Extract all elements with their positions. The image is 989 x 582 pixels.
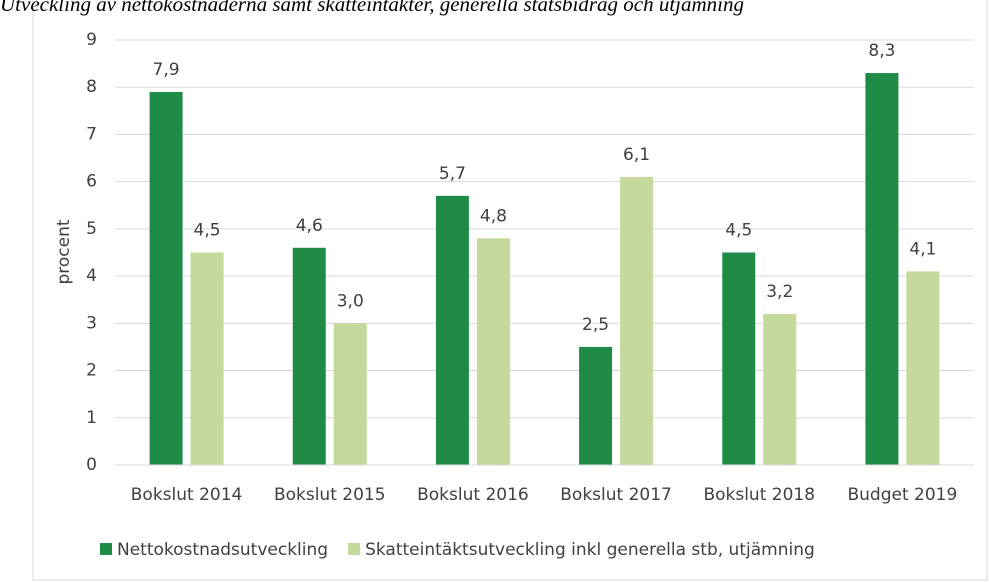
y-tick-label: 0 [86,455,97,475]
value-label: 3,2 [766,282,793,302]
bar [906,271,940,465]
y-tick-label: 4 [86,266,97,286]
y-tick-label: 7 [86,124,97,144]
x-tick-label: Bokslut 2018 [703,485,815,505]
x-tick-label: Bokslut 2016 [417,485,529,505]
bar [476,238,510,465]
value-label: 6,1 [623,145,650,165]
y-axis-label: procent [54,219,74,284]
chart-title: Utveckling av nettokostnaderna samt skat… [0,0,744,16]
y-tick-label: 1 [86,408,97,428]
y-tick-label: 9 [86,30,97,50]
y-tick-label: 3 [86,313,97,333]
y-tick-label: 5 [86,219,97,239]
value-label: 2,5 [582,315,609,335]
y-tick-label: 8 [86,77,97,97]
bar [620,176,654,465]
value-label: 4,6 [296,216,323,236]
bar [333,323,367,465]
x-tick-label: Bokslut 2017 [560,485,672,505]
value-label: 5,7 [439,164,466,184]
value-label: 8,3 [868,41,895,61]
y-tick-label: 2 [86,361,97,381]
bar [435,195,469,466]
legend-label: Skatteintäktsutveckling inkl generella s… [365,540,815,560]
y-tick-label: 6 [86,172,97,192]
legend-swatch [348,543,361,555]
bar [579,346,613,465]
x-tick-label: Budget 2019 [848,485,958,505]
bar [865,73,899,466]
value-label: 4,8 [480,206,507,226]
value-label: 3,0 [337,291,364,311]
bar [763,313,797,465]
bar [149,91,183,465]
bar [722,252,756,465]
bar [190,252,224,465]
value-label: 7,9 [153,60,180,80]
value-label: 4,5 [725,221,752,241]
legend-swatch [100,543,112,555]
value-label: 4,5 [194,221,221,241]
value-label: 4,1 [909,239,936,259]
x-tick-label: Bokslut 2015 [274,485,386,505]
legend-label: Nettokostnadsutveckling [117,540,328,560]
bar [292,247,326,465]
x-tick-label: Bokslut 2014 [131,485,243,505]
